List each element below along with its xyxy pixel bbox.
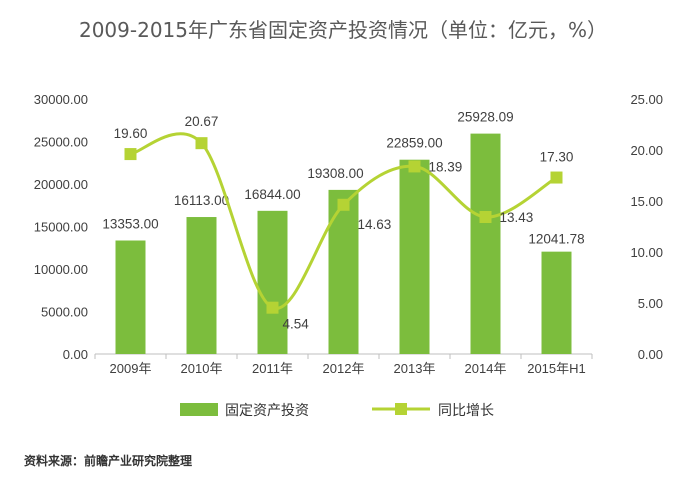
x-axis-tick-label: 2010年 <box>181 361 223 376</box>
left-axis-tick-label: 15000.00 <box>34 220 88 235</box>
line-data-label: 14.63 <box>358 217 392 232</box>
left-axis-tick-label: 25000.00 <box>34 135 88 150</box>
left-axis-tick-label: 30000.00 <box>34 92 88 107</box>
line-point <box>550 171 563 184</box>
right-axis-tick-label: 10.00 <box>630 245 663 260</box>
bar-data-label: 16113.00 <box>174 193 229 208</box>
bar <box>328 189 359 354</box>
bar-data-label: 13353.00 <box>102 216 158 231</box>
line-series <box>124 132 563 314</box>
x-axis-tick-label: 2009年 <box>110 361 152 376</box>
line-point <box>124 148 137 161</box>
bar-data-label: 16844.00 <box>244 187 300 202</box>
bar <box>257 210 288 354</box>
left-axis-tick-label: 20000.00 <box>34 177 88 192</box>
source-note: 资料来源：前瞻产业研究院整理 <box>24 454 193 468</box>
right-axis-ticks: 0.00 5.00 10.00 15.00 20.00 25.00 <box>630 92 663 362</box>
line-point <box>266 301 279 314</box>
line-point <box>195 137 208 150</box>
line-data-label: 19.60 <box>114 126 148 141</box>
right-axis-tick-label: 0.00 <box>638 347 663 362</box>
bar-data-label: 12041.78 <box>528 232 584 247</box>
line-point <box>479 211 492 224</box>
bar-data-label: 19308.00 <box>307 166 363 181</box>
x-axis-tick-label: 2013年 <box>394 361 436 376</box>
right-axis-tick-label: 25.00 <box>630 92 663 107</box>
line-data-label: 17.30 <box>540 150 574 165</box>
bar <box>115 240 146 354</box>
x-axis-tick-label: 2011年 <box>252 361 293 376</box>
line-data-label: 18.39 <box>429 159 463 174</box>
legend-bar-swatch <box>180 403 218 416</box>
right-axis-tick-label: 15.00 <box>630 194 663 209</box>
legend: 固定资产投资 同比增长 <box>180 403 494 419</box>
left-axis-tick-label: 0.00 <box>63 347 88 362</box>
left-axis-tick-label: 10000.00 <box>34 262 88 277</box>
left-axis-tick-label: 5000.00 <box>41 305 88 320</box>
x-axis-ticks <box>94 354 593 359</box>
legend-line-marker <box>395 403 407 415</box>
bar <box>399 159 430 354</box>
legend-bar-label: 固定资产投资 <box>225 403 309 419</box>
line-data-label: 4.54 <box>283 317 310 332</box>
line-data-labels: 19.60 20.67 4.54 14.63 18.39 13.43 17.30 <box>114 114 574 332</box>
chart-title: 2009-2015年广东省固定资产投资情况（单位：亿元，%） <box>78 18 608 42</box>
bar <box>186 217 217 354</box>
x-axis-tick-label: 2015年H1 <box>527 361 586 376</box>
bar <box>470 133 501 354</box>
left-axis-ticks: 0.00 5000.00 10000.00 15000.00 20000.00 25000… <box>34 92 88 362</box>
bar-series <box>115 133 572 354</box>
line-point <box>408 160 421 173</box>
right-axis-tick-label: 5.00 <box>638 296 663 311</box>
bar-data-label: 25928.09 <box>457 110 513 125</box>
right-axis-tick-label: 20.00 <box>630 143 663 158</box>
legend-line-label: 同比增长 <box>438 403 494 419</box>
x-axis-tick-label: 2014年 <box>465 361 507 376</box>
bar <box>541 251 572 354</box>
bar-data-label: 22859.00 <box>386 136 442 151</box>
category-labels: 2009年 2010年 2011年 2012年 2013年 2014年 2015年H1 <box>110 361 586 376</box>
line-data-label: 20.67 <box>185 114 219 129</box>
x-axis-tick-label: 2012年 <box>323 361 365 376</box>
line-point <box>337 198 350 211</box>
bar-data-labels: 13353.00 16113.00 16844.00 19308.00 22859.00… <box>102 110 584 247</box>
line-data-label: 13.43 <box>500 210 534 225</box>
